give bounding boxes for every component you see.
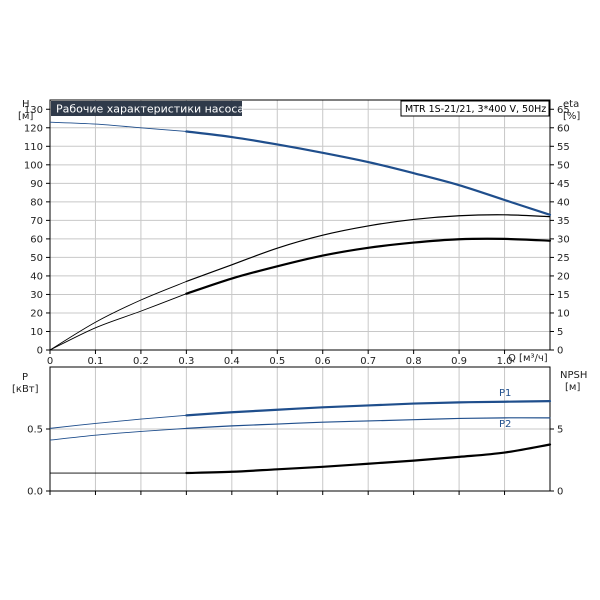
bottom-series-group: [49, 400, 552, 475]
y-left-tick-label: 100: [24, 160, 43, 171]
y-right-tick-label: 25: [557, 253, 570, 264]
y-left-tick-label: 80: [30, 197, 43, 208]
y-right-tick-label: 55: [557, 142, 570, 153]
y-right-tick-label: 65: [557, 105, 570, 116]
top-series-2-line: [185, 237, 552, 295]
bottom-left-axis-name: P: [22, 372, 28, 383]
y-left-tick-label: 20: [30, 308, 43, 319]
bottom-series-1-thin: [49, 427, 187, 441]
y-right-tick-label: 10: [557, 308, 570, 319]
tick-labels: 0 0.1 0.2 0.3 0.4 0.5 0.6 0.7 0.8 0.9 1.0 0 10 20 30 40…: [24, 105, 570, 498]
x-axis-label: Q [м³/ч]: [508, 353, 548, 364]
x-tick-label: 0.9: [451, 356, 467, 367]
y-left-tick-label: 90: [30, 179, 43, 190]
y-left-tick-label: 60: [30, 234, 43, 245]
x-tick-label: 0.3: [178, 356, 194, 367]
y-right-tick-label: 40: [557, 197, 570, 208]
top-right-axis-name: eta: [563, 99, 579, 110]
bottom-series-0-line: [185, 400, 552, 417]
y-left-tick-label: 50: [30, 253, 43, 264]
y-left-tick-label: 130: [24, 105, 43, 116]
top-chart-grid: [49, 100, 550, 351]
top-series-2-thin: [49, 293, 187, 351]
y-right-tick-label: 60: [557, 123, 570, 134]
y-right-tick-label: 5: [557, 425, 563, 436]
y-right-tick-label: 50: [557, 160, 570, 171]
y-right-tick-label: 0: [557, 346, 563, 357]
chart-title: Рабочие характеристики насоса: [56, 103, 244, 116]
model-box: [400, 100, 550, 117]
x-tick-label: 0.7: [360, 356, 376, 367]
y-left-tick-label: 110: [24, 142, 43, 153]
x-tick-label: 0.8: [406, 356, 422, 367]
x-tick-label: 0: [47, 356, 53, 367]
y-left-tick-label: 0: [37, 346, 43, 357]
y-left-tick-label: 0.5: [27, 425, 43, 436]
x-tick-label: 0.5: [269, 356, 285, 367]
y-left-tick-label: 40: [30, 271, 43, 282]
series-label-p2: P2: [499, 419, 511, 430]
model-label: MTR 1S-21/21, 3*400 V, 50Hz: [405, 104, 546, 115]
x-tick-label: 0.1: [88, 356, 104, 367]
top-series-1-thin: [49, 281, 187, 351]
y-left-tick-label: 0.0: [27, 487, 43, 498]
top-series-0-line: [185, 130, 552, 216]
y-right-tick-label: 30: [557, 234, 570, 245]
y-right-tick-label: 35: [557, 216, 570, 227]
bottom-series-0-thin: [49, 414, 187, 429]
bottom-series-1-line: [185, 417, 551, 429]
bottom-right-axis-unit: [м]: [565, 382, 580, 393]
bottom-chart-grid: [49, 367, 550, 492]
x-tick-label: 0.2: [133, 356, 149, 367]
y-right-tick-label: 0: [557, 487, 563, 498]
series-label-p1: P1: [499, 388, 511, 399]
top-series-1-line: [185, 214, 551, 283]
y-left-tick-label: 70: [30, 216, 43, 227]
top-left-axis-unit: [м]: [18, 111, 33, 122]
top-series-group: [49, 121, 552, 351]
y-right-tick-label: 5: [557, 327, 563, 338]
top-left-axis-name: H: [22, 99, 30, 110]
bottom-series-2-line: [185, 443, 552, 475]
bottom-left-axis-unit: [кВт]: [12, 384, 39, 395]
x-tick-label: 1.0: [497, 356, 513, 367]
y-left-tick-label: 10: [30, 327, 43, 338]
y-right-tick-label: 20: [557, 271, 570, 282]
top-series-0-thin: [49, 121, 187, 132]
y-left-tick-label: 120: [24, 123, 43, 134]
x-tick-label: 0.6: [315, 356, 331, 367]
title-box: [51, 101, 242, 116]
bottom-right-axis-name: NPSH: [560, 370, 587, 381]
x-tick-label: 0.4: [224, 356, 240, 367]
y-left-tick-label: 30: [30, 290, 43, 301]
top-right-axis-unit: [%]: [563, 111, 580, 122]
top-plot-frame: [49, 99, 551, 351]
y-right-tick-label: 45: [557, 179, 570, 190]
y-right-tick-label: 15: [557, 290, 570, 301]
